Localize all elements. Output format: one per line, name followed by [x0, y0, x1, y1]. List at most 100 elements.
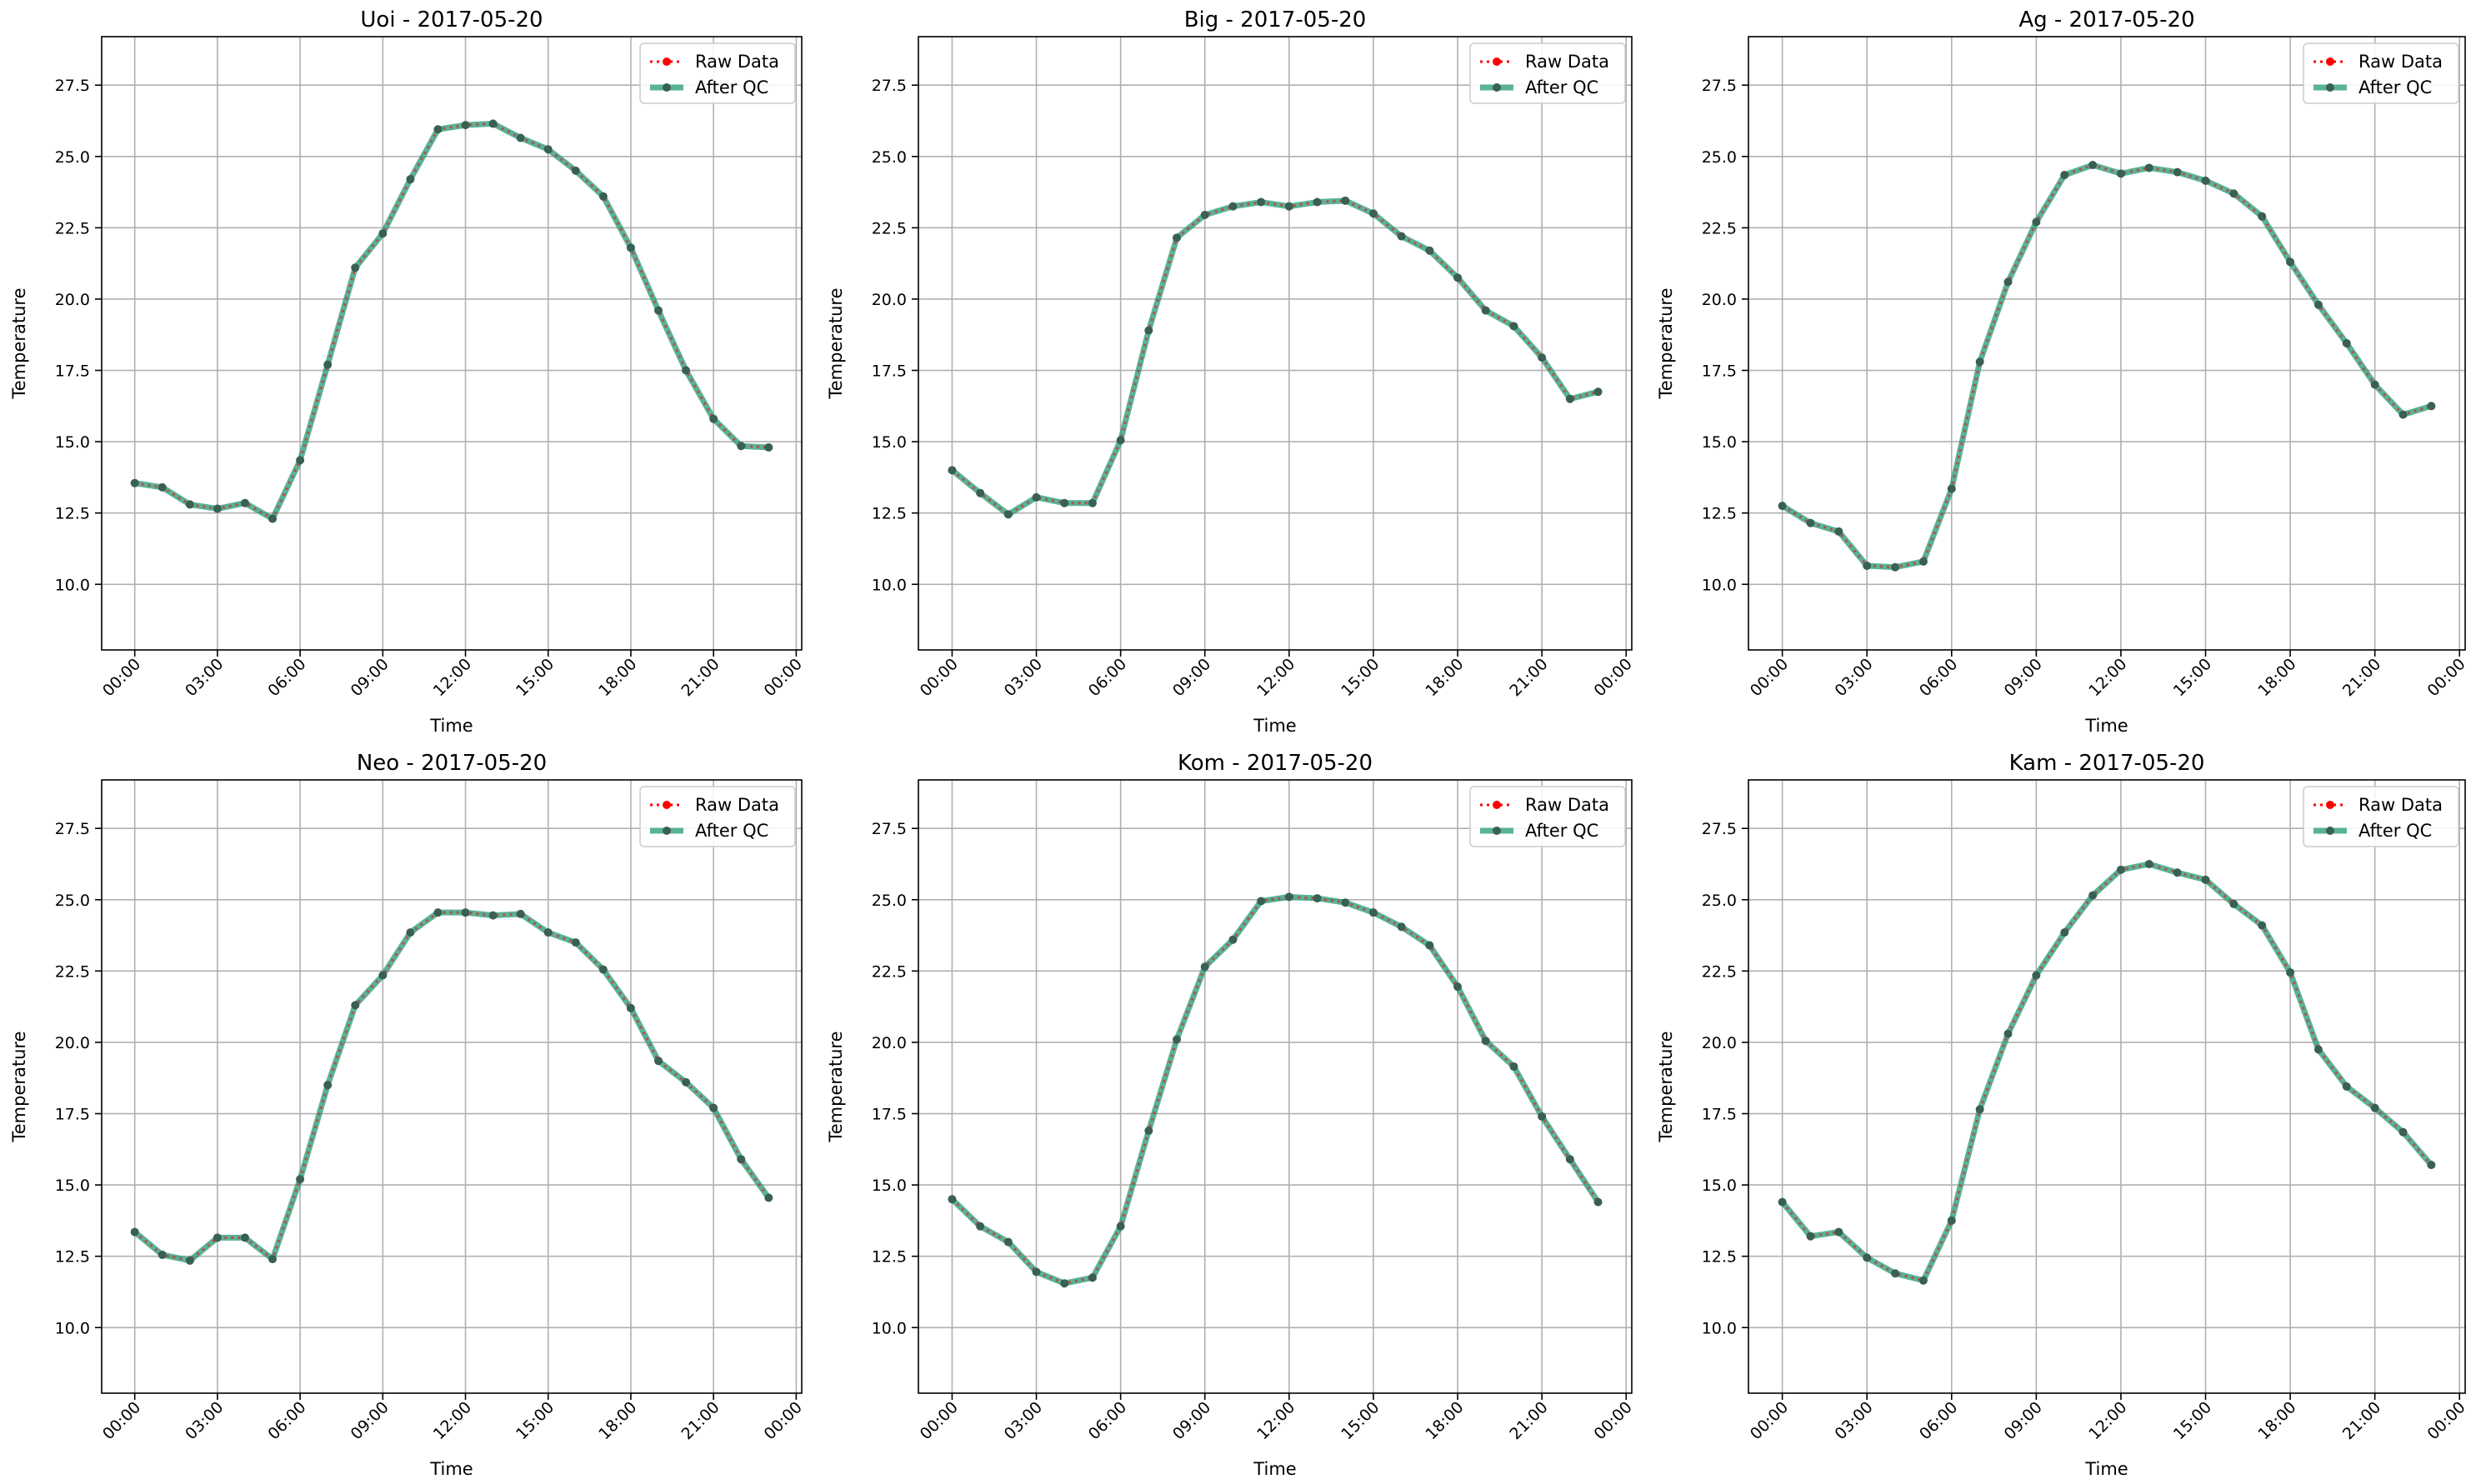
- data-point: [1481, 1037, 1490, 1046]
- y-tick-label: 20.0: [55, 1034, 90, 1052]
- y-tick-label: 27.5: [872, 820, 907, 838]
- data-point: [1453, 273, 1463, 282]
- data-point: [2258, 212, 2267, 221]
- y-tick-label: 12.5: [55, 505, 90, 523]
- data-point: [1806, 518, 1815, 527]
- y-tick-label: 22.5: [55, 962, 90, 981]
- x-tick-label: 18:00: [1422, 655, 1467, 700]
- data-point: [488, 911, 498, 920]
- data-point: [1284, 202, 1293, 211]
- data-point: [1228, 202, 1238, 211]
- x-tick-label: 09:00: [2001, 655, 2046, 700]
- x-tick-label: 15:00: [513, 1398, 558, 1443]
- y-tick-label: 15.0: [55, 1177, 90, 1195]
- x-tick-label: 00:00: [1747, 1398, 1792, 1443]
- data-point: [2144, 859, 2153, 868]
- data-point: [2003, 277, 2013, 287]
- data-point: [2427, 402, 2436, 411]
- data-point: [1173, 233, 1182, 242]
- data-point: [2173, 868, 2182, 877]
- data-point: [948, 466, 957, 475]
- x-tick-label: 21:00: [678, 1398, 723, 1443]
- y-tick-label: 25.0: [872, 892, 907, 910]
- x-tick-label: 06:00: [1916, 655, 1961, 700]
- data-point: [2032, 217, 2041, 227]
- data-point: [1509, 1062, 1518, 1072]
- y-tick-label: 10.0: [1702, 576, 1737, 594]
- legend-marker-after-qc: [663, 827, 671, 835]
- plot-frame: [918, 36, 1633, 651]
- data-point: [948, 1195, 957, 1204]
- x-tick-label: 15:00: [513, 655, 558, 700]
- subplot-6: 10.0 12.5 15.0 17.5 20.0 22.5 25.0 27.5 00:00 03:…: [1656, 751, 2469, 1479]
- y-tick-label: 15.0: [872, 433, 907, 452]
- data-point: [488, 119, 498, 128]
- data-point: [1565, 394, 1574, 403]
- data-point: [1481, 306, 1490, 315]
- x-axis-label: Time: [2084, 716, 2128, 736]
- data-point: [2060, 928, 2069, 937]
- y-tick-label: 12.5: [55, 1248, 90, 1267]
- legend-marker-raw-data: [2326, 57, 2334, 66]
- x-axis-label: Time: [429, 1459, 473, 1479]
- data-point: [2398, 1127, 2408, 1137]
- data-point: [1947, 484, 1956, 493]
- x-tick-label: 21:00: [678, 655, 723, 700]
- y-tick-label: 20.0: [55, 291, 90, 309]
- x-tick-label: 06:00: [1085, 1398, 1130, 1443]
- y-axis-label: Temperature: [826, 287, 846, 399]
- data-point: [709, 1103, 718, 1112]
- data-point: [543, 145, 553, 154]
- data-point: [2201, 875, 2210, 884]
- data-point: [976, 1222, 985, 1231]
- data-point: [1200, 210, 1209, 219]
- data-point: [2060, 171, 2069, 180]
- data-point: [1834, 1227, 1843, 1237]
- legend-marker-after-qc: [2326, 827, 2334, 835]
- x-tick-label: 00:00: [1747, 655, 1792, 700]
- data-point: [240, 498, 249, 507]
- data-point: [1003, 510, 1013, 519]
- data-point: [2003, 1029, 2013, 1038]
- plot-frame: [1748, 36, 2466, 651]
- legend: Raw Data After QC: [2303, 786, 2459, 847]
- x-tick-label: 00:00: [761, 655, 806, 700]
- data-point: [1397, 922, 1406, 932]
- data-point: [433, 908, 443, 917]
- data-point: [1313, 197, 1322, 207]
- data-point: [1060, 498, 1069, 507]
- y-tick-label: 27.5: [1702, 77, 1737, 95]
- x-tick-label: 03:00: [182, 1398, 227, 1443]
- data-point: [1257, 197, 1266, 207]
- legend-label-after-qc: After QC: [1525, 77, 1598, 97]
- legend-marker-raw-data: [1493, 801, 1501, 809]
- x-tick-label: 09:00: [1169, 655, 1214, 700]
- data-point: [158, 1250, 167, 1259]
- legend-label-raw-data: Raw Data: [1525, 52, 1609, 72]
- x-tick-label: 15:00: [1338, 655, 1383, 700]
- subplot-2: 10.0 12.5 15.0 17.5 20.0 22.5 25.0 27.5 00:00 03:…: [826, 7, 1636, 736]
- data-point: [1593, 1197, 1603, 1207]
- y-tick-label: 12.5: [1702, 1248, 1737, 1267]
- x-tick-label: 15:00: [1338, 1398, 1383, 1443]
- data-point: [1975, 357, 1984, 367]
- y-tick-label: 27.5: [1702, 820, 1737, 838]
- x-tick-label: 00:00: [2423, 1398, 2468, 1443]
- data-point: [543, 928, 553, 937]
- data-point: [1538, 1112, 1547, 1121]
- data-point: [682, 366, 691, 375]
- x-axis-label: Time: [1253, 1459, 1296, 1479]
- data-point: [378, 971, 388, 980]
- data-point: [1509, 322, 1518, 331]
- legend-label-after-qc: After QC: [2358, 77, 2432, 97]
- data-point: [571, 166, 580, 175]
- data-point: [1060, 1279, 1069, 1288]
- data-point: [130, 478, 139, 487]
- data-point: [2258, 921, 2267, 930]
- data-point: [2342, 339, 2351, 347]
- data-point: [1257, 897, 1266, 906]
- y-tick-label: 22.5: [872, 962, 907, 981]
- data-point: [1032, 1267, 1041, 1277]
